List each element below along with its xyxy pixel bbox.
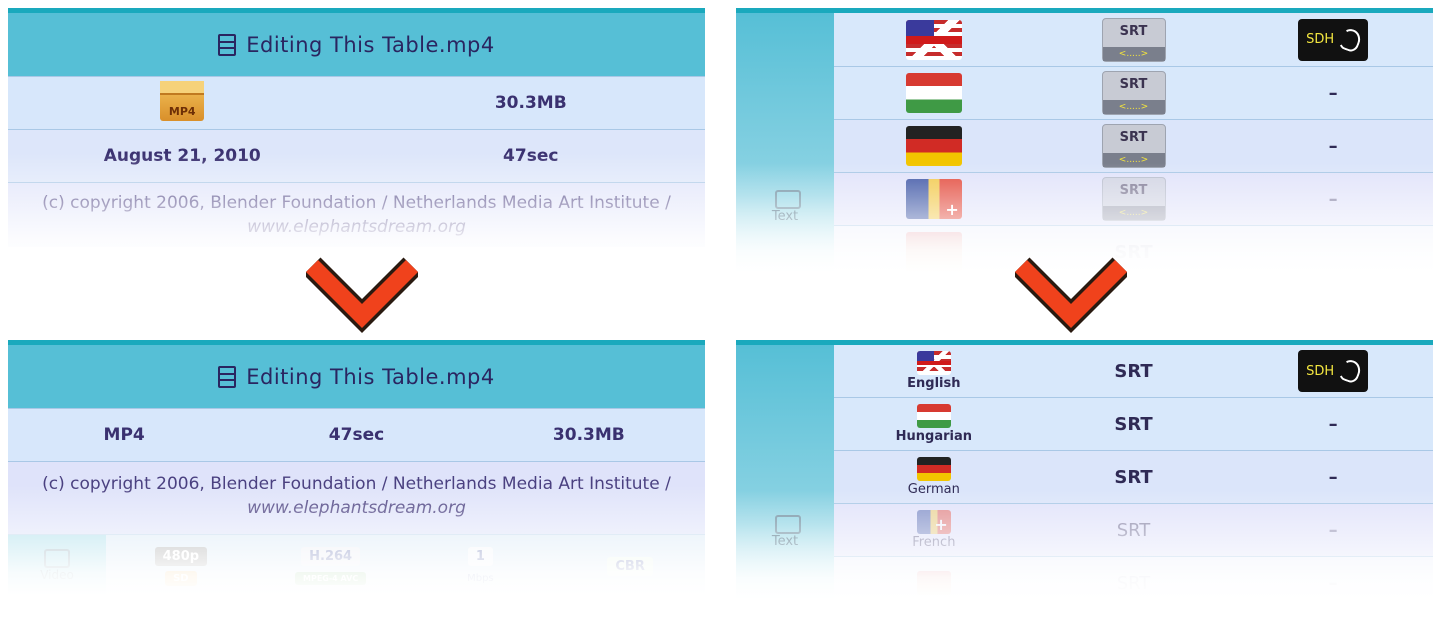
film-icon [218,365,237,388]
subtitle-row: SRT <.....> SDH [834,13,1433,67]
subtitle-side-column: Text [736,13,834,273]
sdh-badge-icon: SDH [1298,18,1369,61]
side-label: Text [771,534,799,549]
mp4-file-icon: MP4 [160,80,205,121]
copyright-text: (c) copyright 2006, Blender Foundation /… [8,182,705,247]
sdh-dash: – [1328,572,1338,594]
rate-mode-badge: CBR [555,555,705,576]
file-size: 30.3MB [552,425,625,445]
file-row-date-duration: August 21, 2010 47sec [8,129,705,182]
monitor-icon [775,190,801,209]
subtitle-row: SRT<.....> – [834,120,1433,173]
ear-icon [1337,25,1364,54]
monitor-icon [775,515,801,534]
file-title: Editing This Table.mp4 [246,32,495,57]
flag-icon [905,232,962,272]
file-format: MP4 [103,425,145,445]
subtitle-row-german: German SRT – [834,451,1433,504]
france-canada-flag-icon [905,179,962,219]
language-label: English [907,376,961,391]
file-title-bar: Editing This Table.mp4 [8,345,705,408]
file-card-after: Editing This Table.mp4 MP4 47sec 30.3MB … [8,340,705,595]
film-icon [218,33,237,56]
file-row-format-size: MP4 30.3MB [8,76,705,129]
copyright-text: (c) copyright 2006, Blender Foundation /… [8,461,705,534]
sdh-dash: – [1328,466,1338,488]
srt-format-icon: SRT <.....> [1101,177,1166,221]
file-card-before: Editing This Table.mp4 MP4 30.3MB August… [8,8,705,263]
subtitle-format: SRT [1116,572,1151,594]
subtitle-row-french: French SRT – [834,504,1433,557]
sdh-badge-icon: SDH [1298,350,1369,392]
srt-format-icon: SRT <.....> [1101,124,1166,168]
monitor-icon [44,548,70,568]
down-arrow-left-icon [306,257,418,333]
ear-icon [1337,357,1364,385]
subtitle-row-hungarian: Hungarian SRT – [834,398,1433,451]
language-label: Hungarian [895,429,973,444]
language-label: French [912,535,956,550]
uk-us-flag-icon [916,351,951,375]
copyright-link[interactable]: www.elephantsdream.org [247,217,466,237]
sdh-dash: – [1328,413,1338,435]
file-title-bar: Editing This Table.mp4 [8,13,705,76]
subtitle-card-after: Text English SRT SDH Hungarian SRT – Ger… [736,340,1433,600]
file-duration: 47sec [503,146,559,166]
file-size: 30.3MB [494,93,567,113]
germany-flag-icon [916,457,951,481]
france-canada-flag-icon [916,510,951,534]
srt-format-icon: SRT <.....> [1101,17,1166,62]
hungary-flag-icon [916,404,951,428]
file-date: August 21, 2010 [103,146,261,166]
subtitle-card-before: Text SRT <.....> SDH SRT <.....> – SRT <...… [736,8,1433,273]
subtitle-format: SRT [1116,519,1151,541]
germany-flag-icon [905,126,962,166]
codec-badge: H.264 MPEG-4 AVC [256,545,406,586]
subtitle-format: SRT [1114,360,1153,382]
srt-format-icon: SRT <.....> [1101,71,1166,115]
hungary-flag-icon [905,73,962,113]
subtitle-row-english: English SRT SDH [834,345,1433,398]
file-row-summary: MP4 47sec 30.3MB [8,408,705,461]
file-title: Editing This Table.mp4 [246,364,495,389]
subtitle-row: SRT – [834,557,1433,600]
bitrate-badge: 1 Mbps [467,546,494,584]
copyright-link[interactable]: www.elephantsdream.org [247,498,466,518]
file-duration: 47sec [328,425,385,445]
video-side: Video [8,535,106,595]
video-row: Video 480p SD H.264 MPEG-4 AVC 1 Mbps CB… [8,534,705,595]
subtitle-format: SRT [1114,413,1153,435]
sdh-dash: – [1328,519,1338,541]
flag-icon [916,571,951,595]
uk-us-flag-icon [905,19,962,60]
subtitle-format: SRT [1114,466,1153,488]
subtitle-row: SRT<.....> – [834,67,1433,120]
down-arrow-right-icon [1015,257,1127,333]
subtitle-row: SRT<.....> – [834,173,1433,226]
language-label: German [907,482,960,497]
resolution-badge: 480p SD [106,545,256,586]
side-label: Text [771,209,799,224]
subtitle-row: SRT [834,226,1433,273]
subtitle-side-column: Text [736,345,834,600]
